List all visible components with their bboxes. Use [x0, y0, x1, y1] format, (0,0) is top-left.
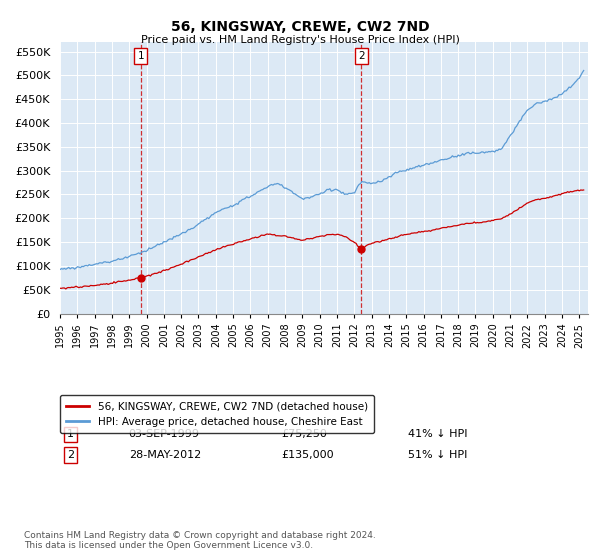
Text: £75,250: £75,250	[282, 430, 328, 440]
Text: Contains HM Land Registry data © Crown copyright and database right 2024.
This d: Contains HM Land Registry data © Crown c…	[24, 530, 376, 550]
Text: £135,000: £135,000	[282, 450, 334, 460]
Text: 1: 1	[67, 430, 74, 440]
Text: 56, KINGSWAY, CREWE, CW2 7ND: 56, KINGSWAY, CREWE, CW2 7ND	[170, 20, 430, 34]
Text: Price paid vs. HM Land Registry's House Price Index (HPI): Price paid vs. HM Land Registry's House …	[140, 35, 460, 45]
Text: 41% ↓ HPI: 41% ↓ HPI	[409, 430, 468, 440]
Legend: 56, KINGSWAY, CREWE, CW2 7ND (detached house), HPI: Average price, detached hous: 56, KINGSWAY, CREWE, CW2 7ND (detached h…	[60, 395, 374, 433]
Text: 2: 2	[67, 450, 74, 460]
Text: 03-SEP-1999: 03-SEP-1999	[128, 430, 200, 440]
Text: 51% ↓ HPI: 51% ↓ HPI	[409, 450, 468, 460]
Text: 2: 2	[358, 52, 365, 61]
Text: 28-MAY-2012: 28-MAY-2012	[128, 450, 201, 460]
Text: 1: 1	[137, 52, 144, 61]
